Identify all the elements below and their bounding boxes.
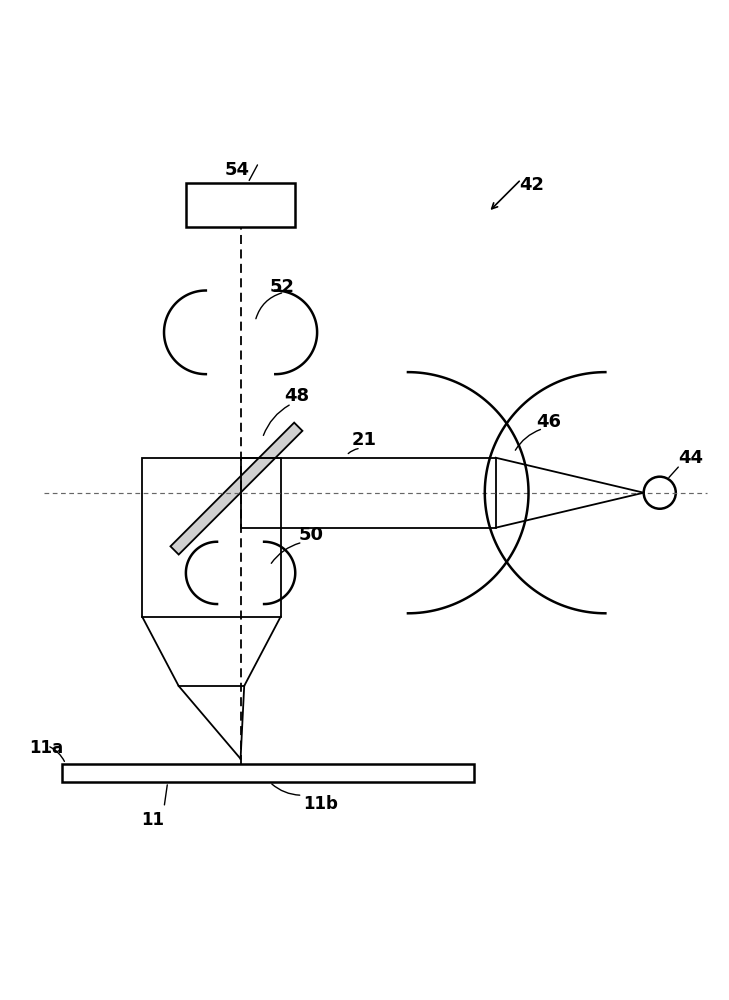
Text: 54: 54 [225, 161, 249, 179]
Text: 50: 50 [299, 526, 324, 544]
Text: 11: 11 [141, 811, 165, 829]
Text: 52: 52 [270, 278, 295, 296]
Text: 11a: 11a [29, 739, 63, 757]
Bar [186, 183, 295, 227]
Polygon shape [171, 423, 303, 555]
Text: 44: 44 [678, 449, 703, 467]
Bar [142, 458, 281, 617]
Bar [241, 458, 496, 528]
Text: 11b: 11b [303, 795, 338, 813]
Text: 42: 42 [520, 176, 545, 194]
Text: 21: 21 [352, 431, 377, 449]
Text: 48: 48 [284, 387, 309, 405]
Bar [62, 764, 474, 782]
Text: 46: 46 [536, 413, 561, 431]
